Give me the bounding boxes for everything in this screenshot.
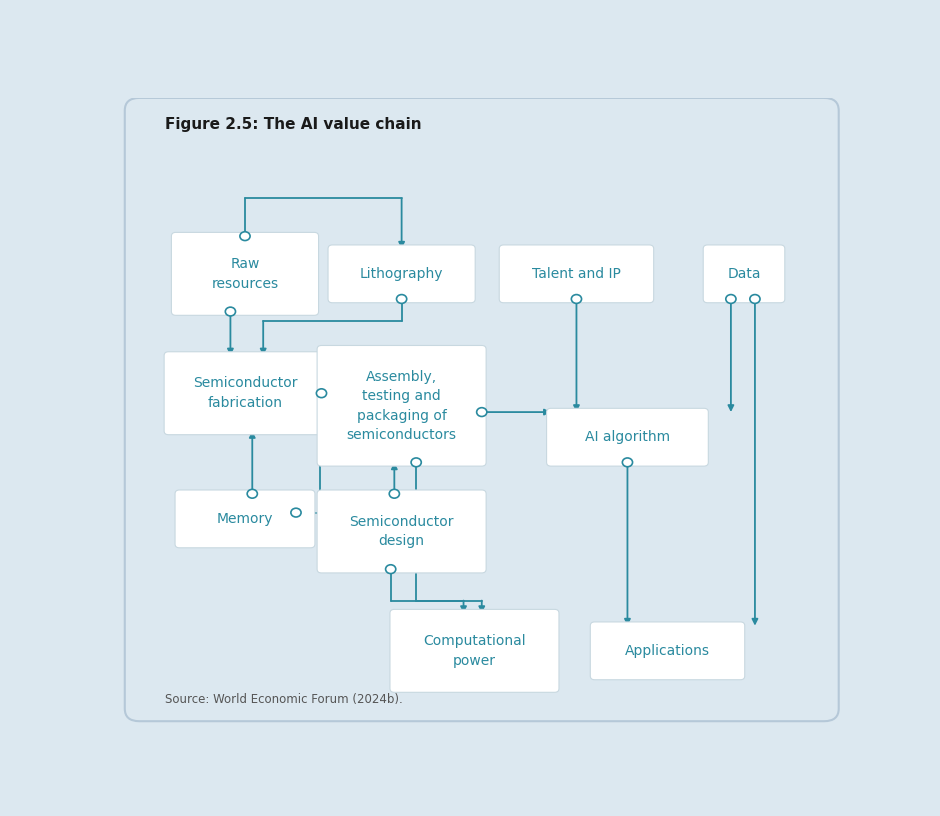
Circle shape [290, 508, 301, 517]
FancyBboxPatch shape [125, 98, 838, 721]
Text: Raw
resources: Raw resources [212, 257, 278, 290]
Circle shape [385, 565, 396, 574]
Circle shape [226, 307, 236, 316]
Circle shape [411, 458, 421, 467]
FancyBboxPatch shape [546, 408, 709, 466]
Circle shape [240, 232, 250, 241]
FancyBboxPatch shape [499, 245, 653, 303]
Circle shape [247, 490, 258, 498]
Text: Lithography: Lithography [360, 267, 444, 281]
FancyBboxPatch shape [175, 490, 315, 548]
Text: Data: Data [728, 267, 760, 281]
Text: Source: World Economic Forum (2024b).: Source: World Economic Forum (2024b). [164, 694, 402, 707]
Circle shape [726, 295, 736, 304]
Circle shape [477, 408, 487, 416]
Circle shape [389, 490, 400, 498]
Text: Semiconductor
fabrication: Semiconductor fabrication [193, 376, 297, 410]
Text: AI algorithm: AI algorithm [585, 430, 670, 444]
Text: Semiconductor
design: Semiconductor design [350, 515, 454, 548]
Text: Assembly,
testing and
packaging of
semiconductors: Assembly, testing and packaging of semic… [347, 370, 457, 442]
Text: Applications: Applications [625, 644, 710, 658]
FancyBboxPatch shape [317, 345, 486, 466]
Circle shape [397, 295, 407, 304]
Text: Computational
power: Computational power [423, 634, 525, 667]
FancyBboxPatch shape [164, 352, 326, 435]
Circle shape [572, 295, 582, 304]
Circle shape [622, 458, 633, 467]
FancyBboxPatch shape [703, 245, 785, 303]
FancyBboxPatch shape [317, 490, 486, 573]
Text: Talent and IP: Talent and IP [532, 267, 621, 281]
FancyBboxPatch shape [171, 233, 319, 315]
Text: Memory: Memory [217, 512, 274, 526]
Circle shape [317, 389, 326, 397]
FancyBboxPatch shape [390, 610, 559, 692]
FancyBboxPatch shape [328, 245, 476, 303]
Circle shape [750, 295, 760, 304]
FancyBboxPatch shape [590, 622, 744, 680]
Text: Figure 2.5: The AI value chain: Figure 2.5: The AI value chain [164, 117, 421, 132]
